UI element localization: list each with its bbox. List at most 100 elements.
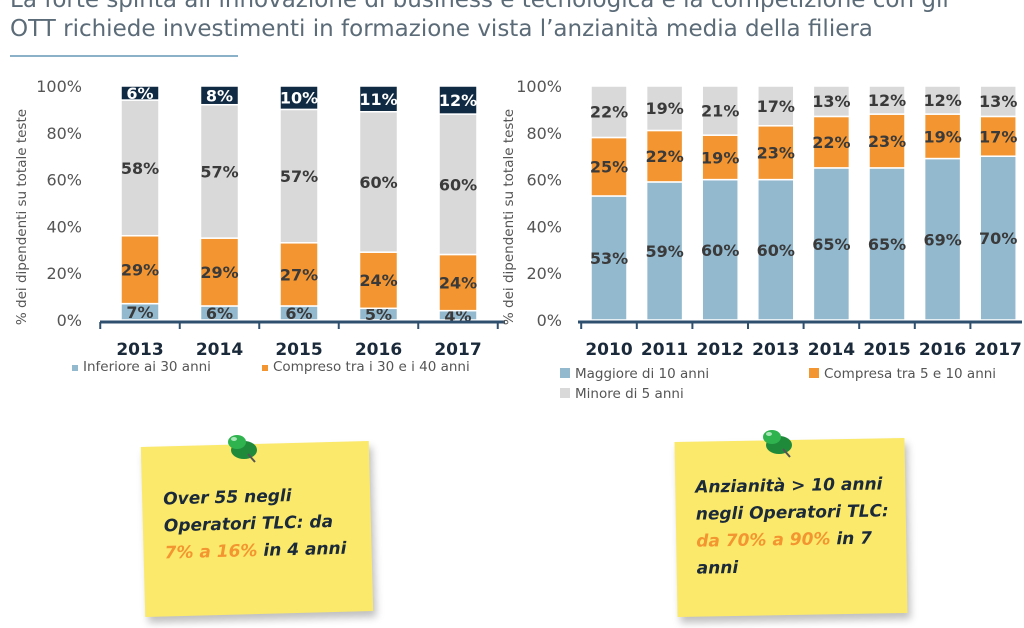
- data-label: 12%: [868, 91, 906, 110]
- x-category-label: 2014: [196, 340, 243, 360]
- bar-segment: [868, 167, 906, 321]
- bar-segment: [590, 136, 628, 197]
- bar-segment: [279, 108, 319, 244]
- data-label: 70%: [979, 229, 1017, 248]
- x-category-label: 2010: [585, 340, 632, 360]
- note-2-highlight: da 70% a 90%: [696, 529, 831, 552]
- data-label: 60%: [439, 175, 477, 194]
- sticky-note-over-55: Over 55 negli Operatori TLC: da 7% a 16%…: [140, 441, 374, 617]
- legend-label: Inferiore ai 30 anni: [83, 359, 211, 375]
- bar-segment: [812, 167, 851, 321]
- data-label: 13%: [979, 92, 1017, 111]
- y-tick-label: 100%: [36, 77, 82, 96]
- bar-segment: [120, 85, 160, 101]
- data-label: 5%: [365, 305, 392, 324]
- data-label: 13%: [812, 92, 850, 111]
- bar-segment: [199, 103, 240, 239]
- data-label: 25%: [590, 158, 628, 177]
- data-label: 17%: [979, 127, 1017, 146]
- bar-segment: [757, 85, 795, 127]
- note-2-tail: in 7: [830, 528, 873, 550]
- data-label: 59%: [645, 242, 683, 261]
- legend-swatch: [809, 368, 819, 378]
- bar-segment: [279, 85, 319, 111]
- title-underline: [10, 55, 238, 57]
- bar-segment: [645, 85, 684, 132]
- sticky-note-anzianita: Anzianità > 10 anni negli Operatori TLC:…: [674, 438, 908, 617]
- data-label: 19%: [923, 127, 961, 146]
- legend-label: Compreso tra i 30 e i 40 anni: [273, 359, 470, 375]
- bar-segment: [923, 85, 962, 115]
- y-tick-label: 80%: [526, 124, 562, 143]
- bar-segment: [701, 85, 739, 136]
- data-label: 6%: [126, 84, 153, 103]
- legend-label: Maggiore di 10 anni: [575, 366, 709, 382]
- note-1-line-1: Over 55 negli: [162, 486, 292, 510]
- data-label: 24%: [359, 271, 397, 290]
- y-tick-label: 100%: [516, 77, 562, 96]
- note-2-line-4: anni: [696, 557, 739, 579]
- bar-segment: [645, 129, 684, 183]
- bar-segment: [199, 237, 240, 307]
- data-label: 22%: [645, 147, 683, 166]
- data-label: 10%: [280, 89, 318, 108]
- green-pushpin-icon: [763, 430, 792, 458]
- note-1-line-2: Operatori TLC: da: [163, 512, 334, 537]
- note-2-line-2: negli Operatori TLC:: [695, 501, 889, 525]
- data-label: 24%: [439, 274, 477, 293]
- data-label: 58%: [121, 159, 159, 178]
- data-label: 17%: [757, 97, 795, 116]
- legend-label: Minore di 5 anni: [575, 386, 684, 402]
- data-label: 11%: [359, 90, 397, 109]
- bar-segment: [438, 85, 478, 115]
- data-label: 12%: [923, 91, 961, 110]
- bar-segment: [199, 85, 240, 106]
- y-tick-label: 20%: [526, 264, 562, 283]
- data-label: 8%: [206, 86, 233, 105]
- y-tick-label: 20%: [46, 264, 82, 283]
- bar-segment: [438, 113, 478, 256]
- x-category-label: 2012: [697, 340, 744, 360]
- x-category-label: 2013: [116, 340, 163, 360]
- data-label: 65%: [812, 235, 850, 254]
- y-tick-label: 40%: [526, 217, 562, 236]
- data-label: 23%: [757, 144, 795, 163]
- data-label: 7%: [126, 303, 153, 322]
- data-label: 6%: [285, 304, 312, 323]
- x-category-label: 2014: [808, 340, 855, 360]
- data-label: 22%: [812, 133, 850, 152]
- y-axis-label: % dei dipendenti su totale teste: [14, 109, 30, 325]
- data-label: 57%: [200, 162, 238, 181]
- note-1-tail: in 4 anni: [257, 538, 347, 561]
- bar-segment: [868, 85, 906, 115]
- bar-segment: [358, 251, 399, 310]
- bar-segment: [590, 85, 628, 139]
- note-anzianita-text: Anzianità > 10 anni negli Operatori TLC:…: [695, 471, 902, 583]
- data-label: 29%: [121, 261, 159, 280]
- data-label: 60%: [701, 241, 739, 260]
- data-label: 69%: [923, 230, 961, 249]
- y-axis-label: % dei dipendenti su totale teste: [501, 109, 517, 325]
- bar-segment: [120, 99, 160, 237]
- data-label: 60%: [757, 241, 795, 260]
- bar-segment: [979, 85, 1017, 118]
- data-label: 57%: [280, 167, 318, 186]
- green-pushpin-icon: [228, 435, 257, 463]
- bar-segment: [923, 113, 962, 160]
- legend-swatch: [560, 368, 570, 378]
- x-category-label: 2013: [752, 340, 799, 360]
- bar-segment: [358, 110, 399, 253]
- data-label: 29%: [200, 263, 238, 282]
- bar-segment: [979, 155, 1017, 321]
- y-tick-label: 40%: [46, 217, 82, 236]
- y-tick-label: 0%: [537, 311, 562, 330]
- y-tick-label: 60%: [46, 171, 82, 190]
- data-label: 53%: [590, 249, 628, 268]
- slide-title-line-2: OTT richiede investimenti in formazione …: [10, 16, 873, 42]
- legend-label: Compresa tra 5 e 10 anni: [824, 366, 996, 382]
- bar-segment: [923, 157, 962, 321]
- y-tick-label: 60%: [526, 171, 562, 190]
- x-category-label: 2016: [355, 340, 402, 360]
- x-category-label: 2015: [275, 340, 322, 360]
